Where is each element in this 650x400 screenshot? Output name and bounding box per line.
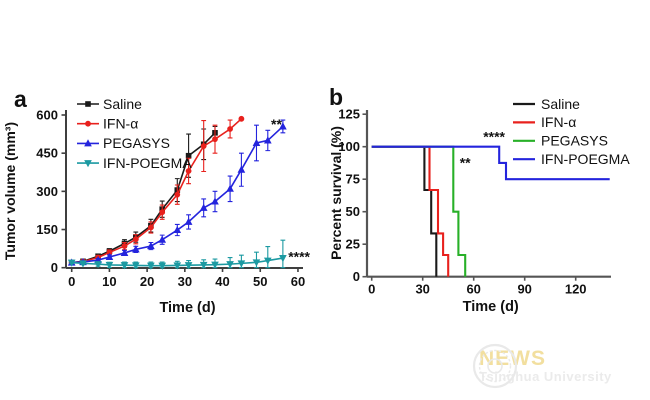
panel-a-label: a xyxy=(14,86,27,112)
y-axis-title: Tumor volume (mm³) xyxy=(2,122,18,260)
marker-pegasys xyxy=(226,184,234,192)
marker-pegasys xyxy=(184,217,193,225)
marker-ifn xyxy=(238,115,245,122)
survival-chart: 0 30 60 90 120 0 25 50 75 100 125 Time (d) Percent s… xyxy=(330,96,630,315)
marker-ifn-poegma xyxy=(211,261,219,269)
marker-pegasys xyxy=(120,248,129,256)
error-bar-ifn-poegma xyxy=(280,239,286,269)
marker-ifn-poegma xyxy=(131,262,140,270)
marker-pegasys xyxy=(279,122,287,130)
x-tick-label: 20 xyxy=(140,274,154,289)
tsinghua-seal-logo xyxy=(472,344,518,389)
x-tick-label: 60 xyxy=(466,282,480,297)
x-tick-label: 30 xyxy=(415,282,429,297)
marker-pegasys xyxy=(131,245,140,253)
x-tick-label: 60 xyxy=(291,274,305,289)
marker-ifn-poegma xyxy=(120,262,129,270)
legend-marker-ifn xyxy=(85,120,91,127)
legend-label-saline: Saline xyxy=(541,96,580,112)
marker-ifn-poegma xyxy=(263,257,272,265)
marker-pegasys xyxy=(252,138,261,146)
marker-ifn-poegma xyxy=(226,261,234,269)
marker-ifn xyxy=(185,168,192,174)
marker-ifn-poegma xyxy=(237,260,246,268)
marker-ifn xyxy=(200,143,207,149)
panel-b-axes xyxy=(365,110,611,278)
marker-pegasys xyxy=(147,241,155,250)
marker-pegasys xyxy=(173,225,182,234)
y-tick-label: 75 xyxy=(346,172,360,187)
y-tick-label: 300 xyxy=(36,184,58,199)
x-tick-label: 120 xyxy=(565,282,587,297)
marker-pegasys xyxy=(199,203,208,211)
x-tick-label: 90 xyxy=(517,282,531,297)
legend-marker-ifn-poegma xyxy=(84,160,92,168)
x-tick-label: 40 xyxy=(215,274,229,289)
y-tick-label: 0 xyxy=(353,269,360,284)
legend-label-ifn-poegma: IFN-POEGMA xyxy=(541,151,630,167)
marker-ifn xyxy=(174,191,181,198)
legend-label-ifn: IFN-α xyxy=(541,114,576,130)
legend-marker-pegasys xyxy=(84,139,92,147)
series-line-saline xyxy=(71,132,216,264)
marker-ifn xyxy=(212,136,218,143)
x-tick-label: 10 xyxy=(102,274,116,289)
x-axis-title: Time (d) xyxy=(463,299,519,315)
marker-pegasys xyxy=(105,252,114,261)
marker-ifn xyxy=(227,126,233,132)
legend-label-pegasys: PEGASYS xyxy=(541,133,608,149)
legend-label-ifn: IFN-α xyxy=(103,116,138,132)
marker-ifn-poegma xyxy=(279,255,287,263)
legend-label-pegasys: PEGASYS xyxy=(103,135,170,151)
y-tick-label: 50 xyxy=(346,204,360,219)
y-tick-label: 600 xyxy=(36,108,58,123)
marker-pegasys xyxy=(237,165,246,173)
panel-b-label: b xyxy=(329,84,344,110)
legend-marker-saline xyxy=(85,101,91,107)
significance-annotation: ** xyxy=(271,116,282,132)
y-tick-label: 25 xyxy=(346,237,360,252)
marker-pegasys xyxy=(158,235,167,243)
marker-ifn-poegma xyxy=(105,261,114,270)
y-tick-label: 125 xyxy=(338,107,360,122)
significance-annotation: ** xyxy=(460,155,471,171)
y-axis-title: Percent survival (%) xyxy=(330,126,344,260)
marker-ifn-poegma xyxy=(67,259,76,267)
marker-ifn xyxy=(132,236,139,243)
marker-ifn xyxy=(121,243,128,249)
x-tick-label: 30 xyxy=(178,274,192,289)
marker-ifn-poegma xyxy=(158,262,167,270)
x-tick-label: 0 xyxy=(68,274,75,289)
marker-ifn-poegma xyxy=(173,262,182,270)
y-tick-label: 450 xyxy=(36,146,58,161)
x-tick-label: 0 xyxy=(368,282,375,297)
marker-ifn-poegma xyxy=(199,261,208,270)
marker-ifn-poegma xyxy=(252,259,261,267)
y-tick-label: 0 xyxy=(51,260,58,275)
x-axis-title: Time (d) xyxy=(159,300,215,316)
legend-label-saline: Saline xyxy=(103,96,142,112)
y-tick-label: 150 xyxy=(36,222,58,237)
x-tick-label: 50 xyxy=(253,274,267,289)
marker-ifn-poegma xyxy=(184,262,193,270)
marker-ifn xyxy=(159,209,166,216)
survival-curve-ifn xyxy=(371,145,450,277)
marker-ifn xyxy=(147,224,154,231)
survival-curve-ifn-poegma xyxy=(371,145,610,181)
survival-curve-saline xyxy=(371,145,438,277)
significance-annotation: **** xyxy=(483,129,505,145)
watermark-news-text: NEWS xyxy=(479,347,546,370)
marker-pegasys xyxy=(211,197,219,205)
marker-ifn-poegma xyxy=(94,261,102,269)
legend-label-ifn-poegma: IFN-POEGMA xyxy=(103,155,192,171)
significance-annotation: **** xyxy=(288,248,310,264)
marker-ifn-poegma xyxy=(147,262,155,270)
marker-pegasys xyxy=(263,136,272,144)
survival-curve-pegasys xyxy=(371,145,467,277)
watermark: NEWS Tsinghua University xyxy=(472,344,612,389)
y-tick-label: 100 xyxy=(338,139,360,154)
marker-ifn-poegma xyxy=(79,260,87,268)
